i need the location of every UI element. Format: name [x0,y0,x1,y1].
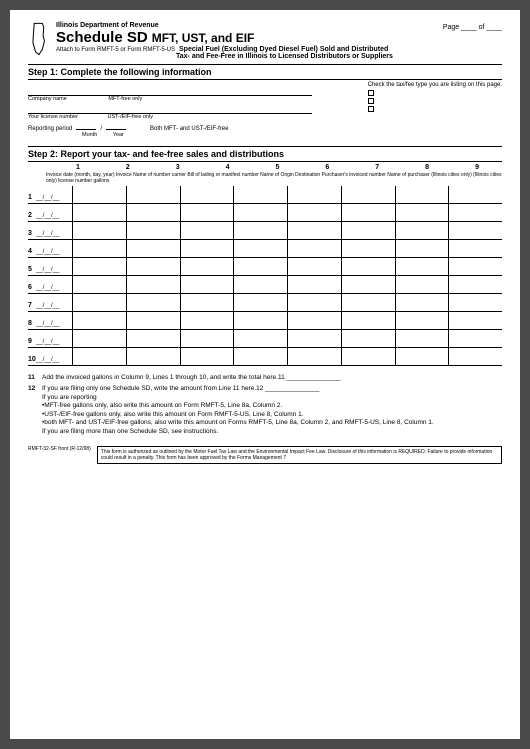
bullet-2: •UST-/EIF-free gallons only, also write … [42,411,434,419]
table-row: 9__/__/__ [28,330,502,348]
checkbox-mft[interactable] [368,90,374,96]
table-row: 2__/__/__ [28,204,502,222]
check-title: Check the tax/fee type you are listing o… [368,82,502,88]
license-field[interactable] [28,104,312,114]
table-row: 8__/__/__ [28,312,502,330]
year-field[interactable] [106,129,126,130]
schedule-title: Schedule SD [56,29,148,46]
illinois-icon [28,22,50,56]
subtitle: Special Fuel (Excluding Dyed Diesel Fuel… [179,46,388,53]
notes: 11Add the invoiced gallons in Column 9, … [28,374,502,436]
form-id: RMFT-32-SF front (R-12/98) [28,446,91,452]
step1-header: Step 1: Complete the following informati… [28,64,502,80]
table-row: 7__/__/__ [28,294,502,312]
table-row: 1__/__/__ [28,186,502,204]
subtitle2: Tax- and Fee-Free in Illinois to License… [176,53,502,60]
checkbox-both[interactable] [368,106,374,112]
table-row: 10__/__/__ [28,348,502,366]
table-row: 5__/__/__ [28,258,502,276]
table-row: 3__/__/__ [28,222,502,240]
note-11: Add the invoiced gallons in Column 9, Li… [42,374,341,382]
footer-box: This form is authorized as outlined by t… [97,446,502,464]
note-12c: If you are filing more than one Schedule… [42,428,434,436]
note-12a: If you are filing only one Schedule SD, … [42,385,434,393]
check-area: Check the tax/fee type you are listing o… [368,82,502,114]
dept-name: Illinois Department of Revenue [56,22,502,29]
step1-body: Company name MFT-free only Your license … [28,80,502,142]
mft-title: MFT, UST, and EIF [152,31,255,45]
table-row: 4__/__/__ [28,240,502,258]
step2-header: Step 2: Report your tax- and fee-free sa… [28,146,502,162]
note-12b: If you are reporting [42,394,434,402]
form-page: Page ____ of ____ Illinois Department of… [10,10,520,739]
footer: RMFT-32-SF front (R-12/98) This form is … [28,446,502,464]
company-field[interactable] [28,86,312,96]
attach-note: Attach to Form RMFT-5 or Form RMFT-5-US [56,47,175,53]
header: Illinois Department of Revenue Schedule … [28,22,502,60]
checkbox-ust[interactable] [368,98,374,104]
table-row: 6__/__/__ [28,276,502,294]
page-number: Page ____ of ____ [443,24,502,31]
license-label: Your license number UST-/EIF-free only [28,114,312,120]
month-field[interactable] [76,129,96,130]
bullet-3: •both MFT- and UST-/EIF-free gallons, al… [42,419,434,427]
column-descriptions: Invoice date (month, day, year) Invoice … [28,173,502,186]
data-table: 1__/__/__ 2__/__/__ 3__/__/__ 4__/__/__ … [28,186,502,366]
bullet-1: •MFT-free gallons only, also write this … [42,402,434,410]
company-label: Company name MFT-free only [28,96,312,102]
